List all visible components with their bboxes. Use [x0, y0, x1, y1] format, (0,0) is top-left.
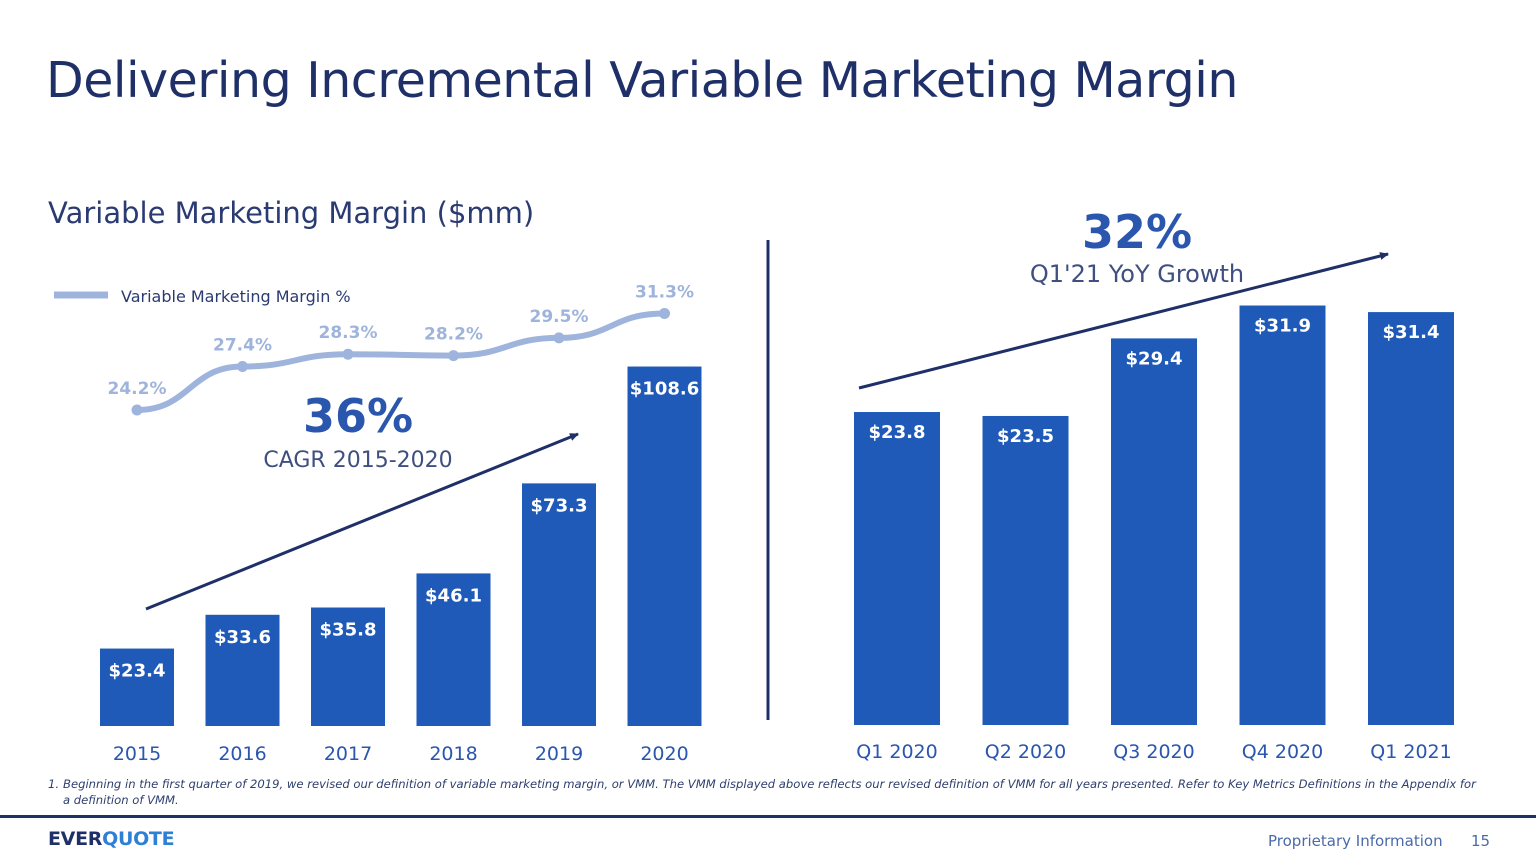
bar-Q2-2020	[982, 415, 1069, 725]
x-tick-label: Q1 2020	[856, 741, 937, 763]
margin-pct-line	[134, 310, 668, 413]
x-tick-label: 2017	[324, 743, 372, 765]
x-tick-label: 2019	[535, 743, 583, 765]
everquote-logo: EVERQUOTE	[48, 828, 175, 850]
yoy-value: 32%	[1082, 205, 1192, 259]
margin-pct-label: 27.4%	[213, 335, 272, 355]
legend-label: Variable Marketing Margin %	[121, 287, 351, 306]
bar-value-label: $46.1	[425, 585, 482, 606]
bar-2019	[522, 483, 596, 726]
bar-value-label: $23.4	[109, 661, 166, 682]
bar-value-label: $29.4	[1126, 348, 1183, 369]
page-number: 15	[1471, 832, 1491, 850]
margin-pct-point	[342, 348, 354, 360]
bar-2017	[311, 607, 385, 726]
x-tick-label: 2015	[113, 743, 161, 765]
chart-subtitle: Variable Marketing Margin ($mm)	[48, 196, 535, 230]
bar-Q3-2020	[1111, 338, 1197, 725]
bar-value-label: $35.8	[320, 620, 377, 641]
bar-value-label: $31.4	[1383, 322, 1440, 343]
quarterly-vmm-chart: $23.8 Q1 2020 $23.5 Q2 2020 $29.4 Q3 2020 $31.…	[854, 205, 1454, 763]
footer-divider	[0, 815, 1536, 818]
footnote-number: 1.	[48, 777, 60, 791]
margin-pct-label: 28.2%	[424, 325, 483, 345]
bar-value-label: $73.3	[531, 495, 588, 516]
footnote-text: Beginning in the first quarter of 2019, …	[63, 777, 1476, 807]
margin-pct-label: 29.5%	[530, 307, 589, 327]
margin-pct-point	[237, 360, 248, 372]
bar-Q1-2020	[854, 412, 940, 725]
margin-pct-label: 31.3%	[635, 282, 694, 302]
bar-value-label: $108.6	[630, 379, 699, 400]
page-title: Delivering Incremental Variable Marketin…	[46, 52, 1238, 109]
margin-pct-point	[131, 404, 143, 416]
bar-Q4-2020	[1239, 305, 1326, 725]
x-tick-label: 2018	[429, 743, 477, 765]
margin-pct-label: 24.2%	[108, 379, 167, 399]
cagr-label: CAGR 2015-2020	[263, 448, 452, 473]
x-tick-label: Q1 2021	[1370, 741, 1451, 763]
bar-2016	[205, 614, 280, 726]
x-tick-label: Q3 2020	[1113, 741, 1194, 763]
bar-value-label: $31.9	[1254, 316, 1311, 337]
bar-2020	[627, 366, 702, 726]
bar-Q1-2021	[1368, 312, 1454, 725]
x-tick-label: Q2 2020	[985, 741, 1066, 763]
bar-2018	[416, 573, 491, 726]
cagr-trend-arrow	[145, 432, 579, 611]
bar-value-label: $33.6	[214, 627, 271, 648]
yoy-label: Q1'21 YoY Growth	[1030, 260, 1244, 288]
bar-2015	[100, 648, 174, 726]
proprietary-label: Proprietary Information	[1268, 832, 1443, 850]
margin-pct-point	[448, 350, 459, 362]
cagr-value: 36%	[303, 389, 413, 443]
logo-text-ever: EVER	[48, 828, 103, 850]
margin-pct-label: 28.3%	[319, 323, 378, 343]
annual-vmm-chart: $23.4 2015 $33.6 2016 $35.8 2017 $46.1 2018 $73.…	[54, 282, 702, 765]
x-tick-label: Q4 2020	[1242, 741, 1323, 763]
x-tick-label: 2020	[640, 743, 688, 765]
logo-text-quote: QUOTE	[102, 828, 175, 850]
x-tick-label: 2016	[218, 743, 266, 765]
margin-pct-point	[553, 332, 565, 344]
bar-value-label: $23.8	[869, 422, 926, 443]
yoy-trend-arrow	[858, 252, 1389, 390]
margin-pct-point	[659, 307, 670, 319]
bar-value-label: $23.5	[997, 426, 1054, 447]
footnote: 1. Beginning in the first quarter of 2019…	[48, 776, 1488, 808]
